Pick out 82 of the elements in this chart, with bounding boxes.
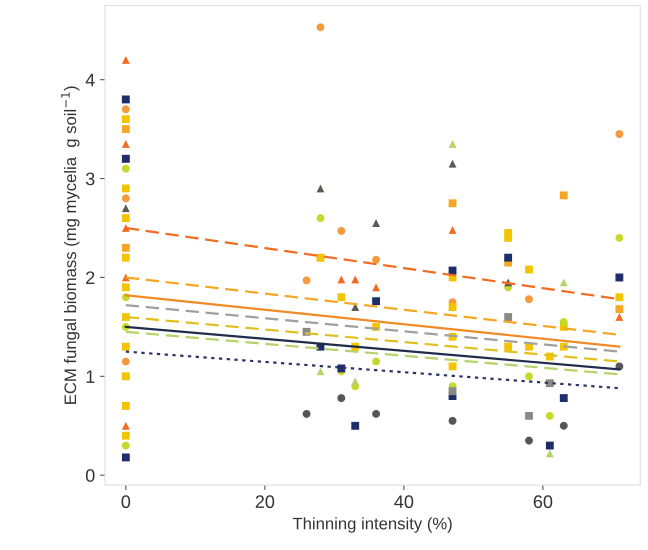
y-tick-label: 3 <box>86 172 94 186</box>
point <box>122 96 130 104</box>
point <box>302 410 310 418</box>
y-tick-label: 0 <box>86 469 95 482</box>
point <box>525 372 533 380</box>
point <box>351 422 360 430</box>
point <box>122 402 130 410</box>
y-tick-label: 1 <box>86 370 94 383</box>
point <box>122 422 130 430</box>
point <box>615 130 624 138</box>
x-tick-label: 60 <box>534 495 552 508</box>
point <box>560 278 568 286</box>
point <box>316 184 324 192</box>
point <box>615 293 624 302</box>
point <box>504 342 512 351</box>
point <box>448 160 456 168</box>
point <box>372 219 380 227</box>
point <box>448 303 456 312</box>
point <box>525 266 533 274</box>
point <box>372 358 380 366</box>
x-axis-title: Thinning intensity (%) <box>292 517 452 533</box>
point <box>337 227 346 235</box>
point <box>615 234 624 242</box>
point <box>560 394 568 402</box>
point <box>316 214 324 222</box>
x-tick-label: 0 <box>122 495 130 508</box>
point <box>337 293 346 302</box>
point <box>351 377 360 386</box>
point <box>122 125 130 134</box>
point <box>122 56 130 64</box>
point <box>122 204 130 212</box>
point <box>122 453 130 462</box>
point <box>560 191 568 200</box>
point <box>615 313 624 321</box>
point <box>504 234 512 242</box>
point <box>372 297 380 306</box>
point <box>122 140 130 148</box>
point <box>122 184 130 192</box>
point <box>351 275 360 284</box>
point <box>372 283 380 292</box>
point <box>546 412 554 420</box>
y-tick-label: 4 <box>86 74 95 86</box>
y-tick-label: 2 <box>86 271 94 284</box>
point <box>302 276 310 284</box>
point <box>560 318 568 326</box>
point <box>448 362 456 370</box>
point <box>122 342 130 351</box>
point <box>122 164 130 173</box>
y-axis-title: ECM fungal biomass (mg mycelia g soil$^{−1}$) <box>61 86 80 404</box>
point <box>122 244 130 252</box>
point <box>525 436 533 445</box>
point <box>504 254 512 262</box>
point <box>546 442 554 450</box>
point <box>122 283 130 292</box>
point <box>337 275 346 284</box>
point <box>448 226 456 234</box>
point <box>122 105 130 114</box>
point <box>316 23 324 32</box>
point <box>122 358 130 366</box>
point <box>122 214 130 222</box>
point <box>448 416 456 425</box>
point <box>448 199 456 208</box>
point <box>316 367 324 376</box>
point <box>372 410 380 418</box>
x-tick-label: 40 <box>394 495 414 508</box>
point <box>525 295 533 304</box>
point <box>122 194 130 202</box>
point <box>448 140 456 148</box>
point <box>122 432 130 440</box>
point <box>560 422 568 430</box>
point <box>122 254 130 262</box>
x-tick-label: 20 <box>256 495 274 508</box>
point <box>504 313 512 321</box>
point <box>448 387 456 396</box>
point <box>122 442 130 450</box>
point <box>448 266 456 274</box>
point <box>337 394 346 402</box>
point <box>372 256 380 264</box>
point <box>525 412 533 420</box>
point <box>122 115 130 124</box>
point <box>615 305 624 314</box>
point <box>546 450 554 458</box>
